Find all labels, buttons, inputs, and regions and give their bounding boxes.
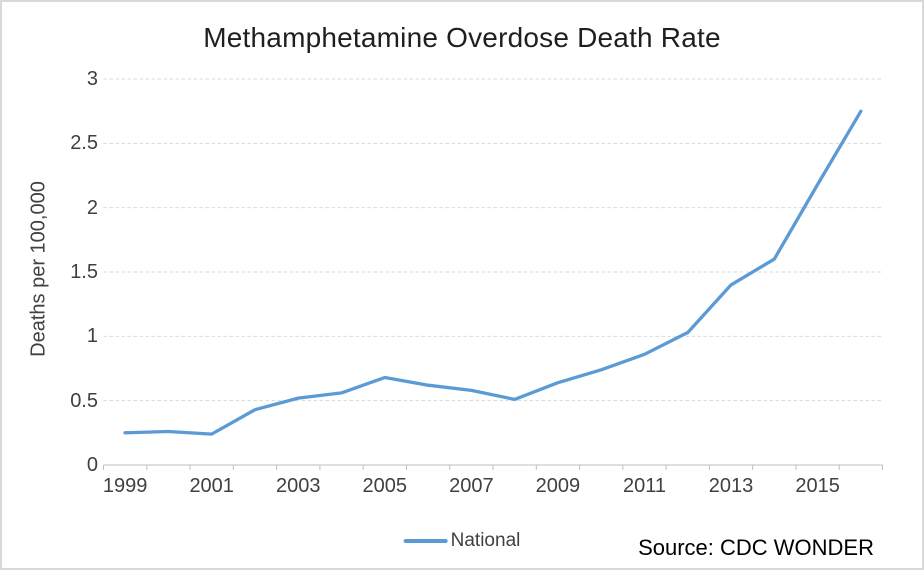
x-tick-label: 2007: [449, 475, 494, 497]
y-tick-label: 1.5: [70, 261, 98, 283]
chart-title: Methamphetamine Overdose Death Rate: [203, 22, 721, 53]
x-tick-label: 1999: [102, 475, 148, 497]
x-tick-label: 2005: [362, 475, 408, 497]
y-tick-label: 0.5: [70, 389, 98, 412]
x-tick-label: 2015: [795, 475, 840, 497]
x-tick-label: 2009: [535, 475, 581, 497]
legend-line-swatch: [403, 539, 448, 543]
legend-label: National: [450, 530, 521, 551]
gridlines: [103, 78, 883, 402]
x-axis-line: [103, 464, 883, 470]
y-tick-label: 2: [86, 196, 98, 219]
x-tick-label: 2001: [189, 475, 234, 497]
x-tick-label: 2013: [708, 475, 754, 497]
x-tick-label: 2011: [622, 475, 666, 497]
series-national: [123, 109, 863, 436]
y-tick-label: 2.5: [70, 132, 98, 155]
x-tick-label: 2003: [276, 475, 321, 497]
national-series-line: [123, 109, 863, 436]
y-tick-label: 1: [86, 325, 98, 348]
y-axis-title: Deaths per 100,000: [27, 181, 50, 357]
legend: National: [403, 530, 521, 552]
y-tick-label: 0: [86, 454, 98, 476]
source-note: Source: CDC WONDER: [638, 535, 874, 560]
y-tick-label: 3: [86, 68, 98, 90]
